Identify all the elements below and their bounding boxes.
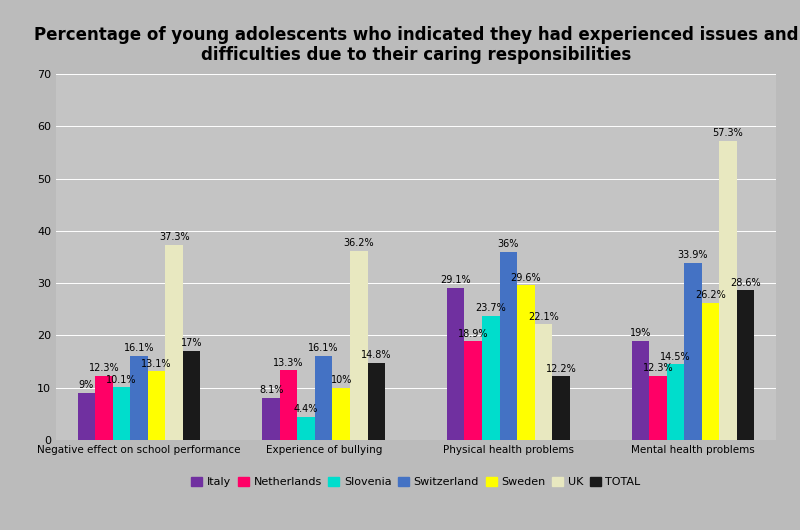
Text: 10%: 10%: [330, 375, 352, 385]
Text: 12.3%: 12.3%: [642, 363, 673, 373]
Bar: [649, 376, 666, 440]
Text: 12.3%: 12.3%: [89, 363, 119, 373]
Bar: [702, 303, 719, 440]
Text: 8.1%: 8.1%: [259, 385, 283, 395]
Bar: [684, 263, 702, 440]
Text: 10.1%: 10.1%: [106, 375, 137, 385]
Bar: [280, 370, 298, 440]
Bar: [113, 387, 130, 440]
Text: 19%: 19%: [630, 328, 651, 338]
Bar: [95, 376, 113, 440]
Text: 33.9%: 33.9%: [678, 250, 708, 260]
Bar: [183, 351, 201, 440]
Text: 29.1%: 29.1%: [440, 275, 471, 285]
Text: 4.4%: 4.4%: [294, 404, 318, 414]
Text: 36.2%: 36.2%: [343, 238, 374, 248]
Bar: [367, 363, 385, 440]
Bar: [447, 288, 465, 440]
Text: 36%: 36%: [498, 239, 519, 249]
Bar: [534, 324, 552, 440]
Bar: [315, 356, 333, 440]
Legend: Italy, Netherlands, Slovenia, Switzerland, Sweden, UK, TOTAL: Italy, Netherlands, Slovenia, Switzerlan…: [189, 474, 643, 489]
Bar: [333, 387, 350, 440]
Bar: [350, 251, 367, 440]
Text: 16.1%: 16.1%: [124, 343, 154, 353]
Title: Percentage of young adolescents who indicated they had experienced issues and
di: Percentage of young adolescents who indi…: [34, 25, 798, 64]
Bar: [130, 356, 148, 440]
Text: 17%: 17%: [181, 339, 202, 349]
Text: 9%: 9%: [79, 380, 94, 390]
Bar: [262, 398, 280, 440]
Bar: [631, 341, 649, 440]
Bar: [517, 285, 534, 440]
Bar: [298, 417, 315, 440]
Bar: [148, 372, 166, 440]
Bar: [499, 252, 517, 440]
Text: 26.2%: 26.2%: [695, 290, 726, 301]
Text: 12.2%: 12.2%: [546, 364, 576, 374]
Bar: [78, 393, 95, 440]
Text: 29.6%: 29.6%: [510, 272, 541, 282]
Text: 28.6%: 28.6%: [730, 278, 761, 288]
Text: 13.1%: 13.1%: [142, 359, 172, 369]
Text: 57.3%: 57.3%: [713, 128, 743, 138]
Bar: [737, 290, 754, 440]
Bar: [166, 245, 183, 440]
Text: 18.9%: 18.9%: [458, 329, 489, 339]
Text: 37.3%: 37.3%: [159, 233, 190, 242]
Bar: [465, 341, 482, 440]
Bar: [719, 140, 737, 440]
Text: 13.3%: 13.3%: [274, 358, 304, 368]
Bar: [666, 364, 684, 440]
Text: 14.8%: 14.8%: [361, 350, 391, 360]
Text: 22.1%: 22.1%: [528, 312, 558, 322]
Text: 23.7%: 23.7%: [475, 304, 506, 313]
Text: 16.1%: 16.1%: [309, 343, 339, 353]
Bar: [552, 376, 570, 440]
Bar: [482, 316, 499, 440]
Text: 14.5%: 14.5%: [660, 351, 690, 361]
